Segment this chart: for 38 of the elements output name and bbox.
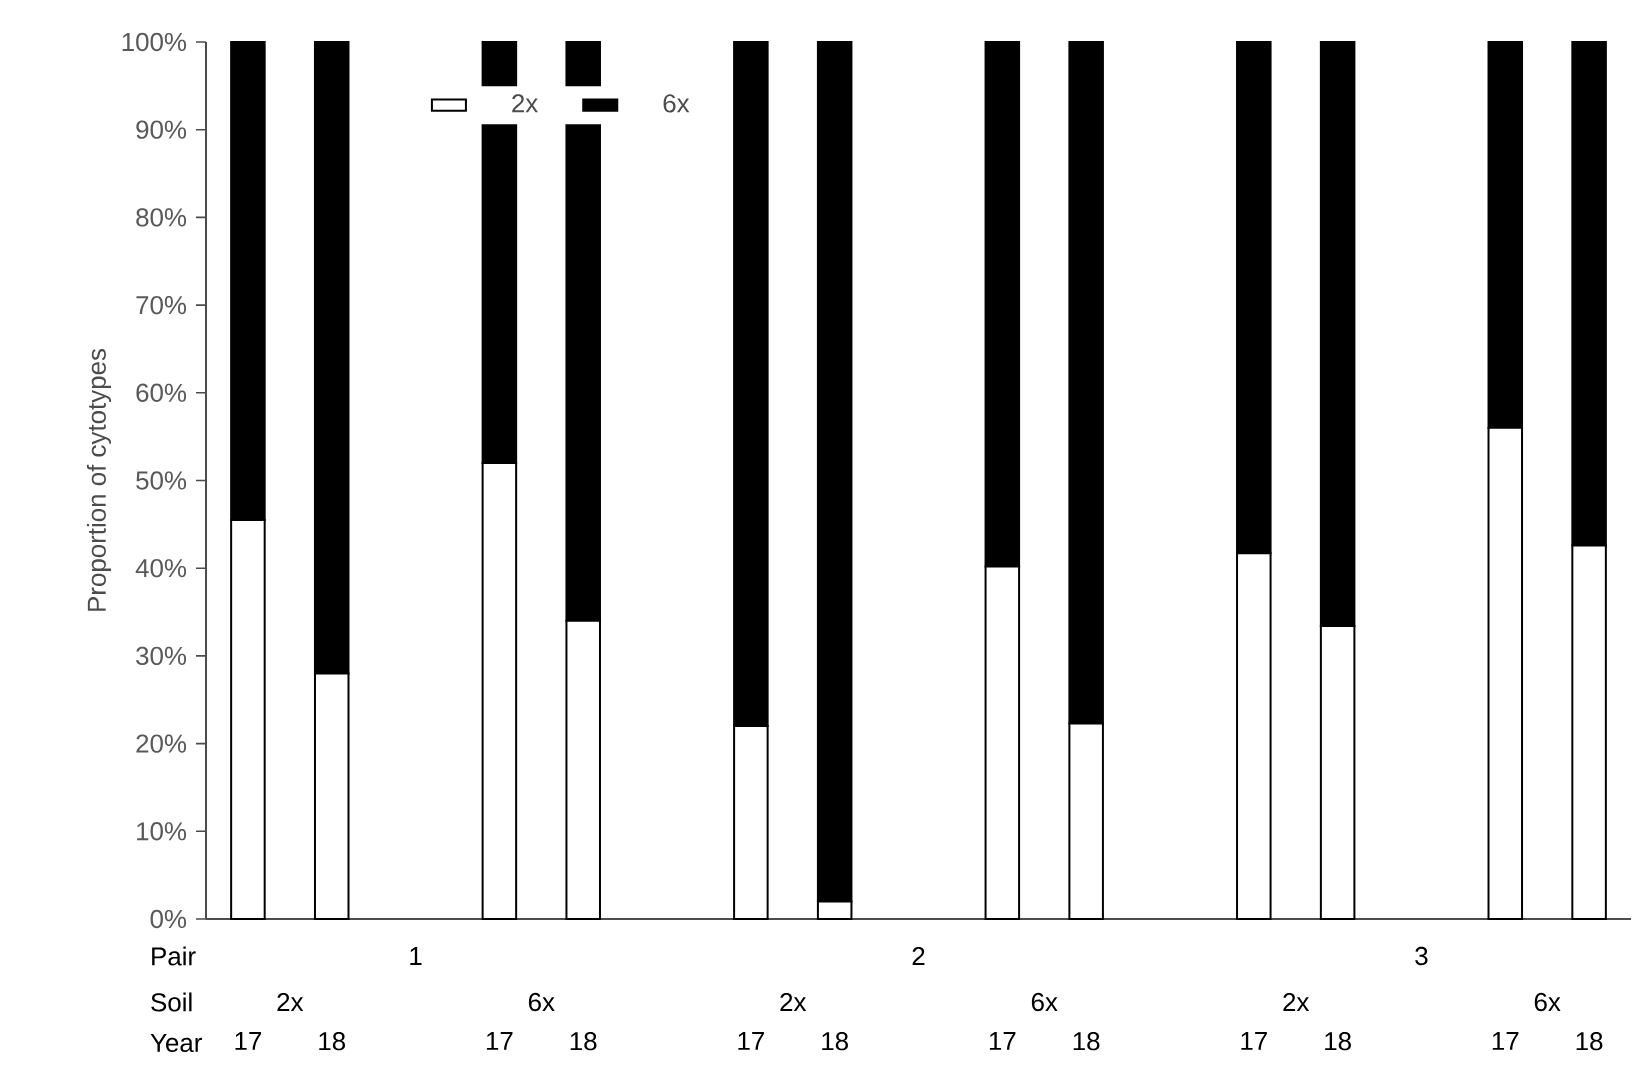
x-tick-label: 18 [570, 1032, 597, 1051]
text: 2 [912, 946, 925, 966]
y-tick-label: 60% [136, 383, 187, 402]
y-tick-label: 40% [135, 559, 187, 578]
y-tick-label: 10% [137, 822, 187, 841]
text: Soil [151, 992, 192, 1012]
x-tick-label: 18 [1325, 1032, 1351, 1051]
text: 2x [1283, 992, 1310, 1012]
x-tick-label: 17 [235, 1032, 261, 1050]
text: 3 [1415, 946, 1428, 966]
text: 1 [410, 947, 422, 965]
y-tick-label: 0% [150, 909, 187, 929]
x-tick-label: 17 [486, 1032, 513, 1050]
y-tick-label: 100% [122, 32, 187, 52]
x-tick-label: 18 [319, 1032, 346, 1051]
text: 6x [1031, 992, 1058, 1012]
text: 2x [277, 992, 304, 1012]
text: 6x [1534, 992, 1561, 1012]
legend-label: 6x [663, 94, 690, 113]
x-tick-label: 18 [822, 1032, 848, 1051]
x-tick-label: 18 [1073, 1032, 1100, 1051]
text: 2x [780, 992, 807, 1012]
y-tick-label: 70% [136, 295, 187, 315]
y-tick-label: 50% [136, 471, 187, 490]
y-tick-label: 90% [136, 120, 187, 139]
y-tick-label: 80% [136, 208, 187, 227]
text: Pair [152, 946, 196, 966]
text: 6x [528, 992, 555, 1012]
y-tick-label: 30% [136, 646, 187, 666]
x-tick-label: 17 [989, 1032, 1016, 1050]
x-tick-label: 18 [1576, 1032, 1603, 1051]
legend-label: 2x [512, 94, 538, 113]
x-tick-label: 17 [738, 1032, 764, 1050]
y-axis-title: Proportion of cytotypes [86, 349, 112, 611]
text: Year [150, 1033, 202, 1053]
x-tick-label: 17 [1492, 1032, 1519, 1050]
y-tick-label: 20% [136, 734, 187, 753]
x-tick-label: 17 [1241, 1032, 1267, 1050]
